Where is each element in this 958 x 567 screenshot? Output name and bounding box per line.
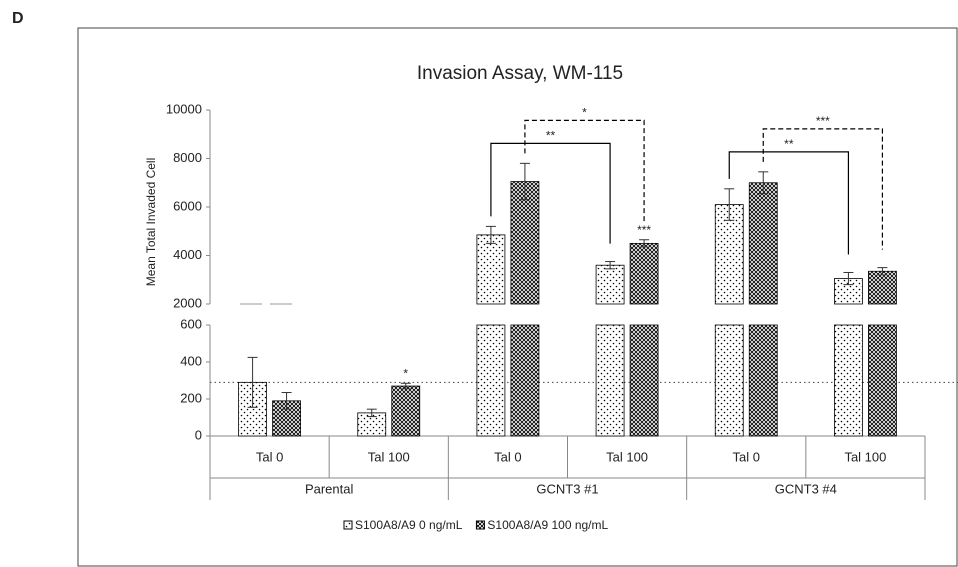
bar-segment bbox=[595, 324, 625, 437]
significance-label: *** bbox=[637, 223, 651, 237]
x-tick-label: Tal 100 bbox=[844, 449, 886, 464]
bar-segment bbox=[868, 270, 897, 305]
y-tick-label: 2000 bbox=[173, 295, 202, 310]
bar-segment bbox=[868, 324, 897, 437]
y-tick-label: 400 bbox=[180, 353, 202, 368]
bar-segment bbox=[834, 324, 863, 437]
y-tick-label: 8000 bbox=[173, 150, 202, 165]
y-tick-label: 6000 bbox=[173, 198, 202, 213]
significance-bracket bbox=[524, 119, 645, 222]
significance-label: * bbox=[582, 106, 587, 120]
y-tick-label: 600 bbox=[180, 316, 202, 331]
significance-bracket bbox=[762, 128, 884, 250]
y-tick-label: 0 bbox=[195, 427, 202, 442]
group-label: GCNT3 #4 bbox=[775, 481, 837, 496]
bar bbox=[476, 234, 506, 437]
bar bbox=[510, 181, 540, 437]
bar-segment bbox=[476, 234, 506, 305]
legend-swatch bbox=[343, 520, 353, 530]
significance-label: *** bbox=[816, 114, 830, 128]
bar-segment bbox=[748, 324, 778, 437]
error-bar bbox=[843, 271, 854, 286]
significance-bracket bbox=[490, 142, 611, 244]
bar bbox=[834, 278, 863, 437]
group-label: GCNT3 #1 bbox=[536, 481, 598, 496]
significance-label: * bbox=[403, 366, 408, 380]
error-bar bbox=[605, 261, 616, 270]
error-bar bbox=[366, 408, 377, 418]
y-tick-label: 4000 bbox=[173, 247, 202, 262]
significance-label: ** bbox=[546, 129, 556, 143]
x-tick-label: Tal 0 bbox=[733, 449, 760, 464]
bar-segment bbox=[476, 324, 506, 437]
bar-segment bbox=[629, 242, 659, 305]
bar-segment bbox=[748, 182, 778, 305]
bar bbox=[868, 270, 897, 437]
y-tick-label: 10000 bbox=[166, 101, 202, 116]
error-bar bbox=[247, 356, 258, 408]
significance-label: ** bbox=[784, 137, 794, 151]
error-bar bbox=[639, 239, 650, 248]
bar bbox=[391, 385, 421, 437]
error-bar bbox=[519, 162, 530, 201]
bar-segment bbox=[595, 264, 625, 305]
group-label: Parental bbox=[305, 481, 354, 496]
error-bar bbox=[877, 267, 888, 276]
error-bar bbox=[758, 171, 769, 195]
error-bar bbox=[281, 392, 292, 410]
bar-segment bbox=[510, 181, 540, 305]
legend-label: S100A8/A9 100 ng/mL bbox=[487, 518, 608, 532]
panel-label: D bbox=[12, 10, 24, 27]
bar bbox=[748, 182, 778, 437]
x-tick-label: Tal 100 bbox=[606, 449, 648, 464]
x-tick-label: Tal 0 bbox=[494, 449, 521, 464]
significance-bracket bbox=[728, 151, 850, 255]
error-bar bbox=[724, 188, 735, 221]
bar-segment bbox=[629, 324, 659, 437]
bar-segment bbox=[714, 324, 744, 437]
chart-title: Invasion Assay, WM-115 bbox=[417, 63, 623, 84]
bar bbox=[595, 264, 625, 437]
bar bbox=[714, 204, 744, 437]
error-bar bbox=[485, 225, 496, 244]
bar bbox=[629, 242, 659, 437]
x-tick-label: Tal 0 bbox=[256, 449, 283, 464]
frame bbox=[77, 27, 958, 567]
legend-swatch bbox=[475, 520, 485, 530]
bar-segment bbox=[510, 324, 540, 437]
legend-label: S100A8/A9 0 ng/mL bbox=[355, 518, 463, 532]
bar-segment bbox=[391, 385, 421, 437]
x-tick-label: Tal 100 bbox=[368, 449, 410, 464]
y-tick-label: 200 bbox=[180, 390, 202, 405]
error-bar bbox=[400, 382, 411, 390]
y-axis-label: Mean Total Invaded Cell bbox=[144, 158, 158, 287]
